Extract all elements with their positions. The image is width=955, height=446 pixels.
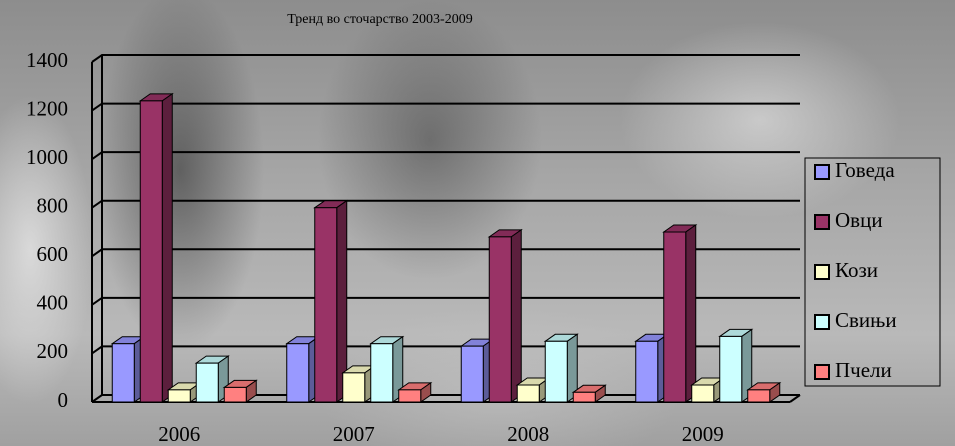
bar-side [161, 92, 173, 403]
bar [370, 343, 394, 403]
bar [544, 340, 568, 403]
bar [719, 335, 743, 403]
grid-line [91, 54, 800, 63]
bar [663, 231, 687, 403]
bar [139, 100, 163, 403]
y-tick-label: 400 [37, 291, 69, 315]
bar [223, 386, 247, 403]
bar [460, 345, 484, 403]
legend-label: Свињи [835, 308, 897, 332]
legend-label: Кози [835, 258, 878, 282]
legend-swatch [814, 364, 830, 380]
y-tick-label: 800 [37, 194, 69, 218]
legend-label: Пчели [835, 358, 892, 382]
bar-side [510, 228, 522, 403]
x-tick-label: 2009 [682, 422, 724, 446]
legend-label: Говеда [835, 158, 895, 182]
bar [111, 343, 135, 403]
grid-line [91, 199, 800, 209]
bar [342, 372, 366, 403]
grid-line [91, 151, 800, 160]
legend-swatch [814, 214, 830, 230]
x-tick-label: 2006 [158, 422, 200, 446]
bar [572, 391, 596, 403]
bar [691, 384, 715, 403]
x-tick-label: 2008 [507, 422, 549, 446]
bar [167, 389, 191, 403]
bar-side [685, 224, 697, 403]
legend-swatch [814, 164, 830, 180]
bar [195, 362, 219, 403]
bar [635, 340, 659, 403]
y-tick-label: 200 [37, 339, 69, 363]
x-tick-label: 2007 [333, 422, 375, 446]
bar [516, 384, 540, 403]
legend-label: Овци [835, 208, 883, 232]
bar [747, 389, 771, 403]
chart-title: Тренд во сточарство 2003-2009 [287, 12, 472, 27]
y-tick-label: 1200 [26, 96, 68, 120]
grid-line [91, 102, 800, 112]
y-tick-label: 1000 [26, 145, 68, 169]
legend-box [804, 157, 941, 387]
y-tick-label: 600 [37, 242, 69, 266]
x-axis-end [789, 394, 801, 403]
legend-swatch [814, 314, 830, 330]
bar [488, 236, 512, 403]
bar [286, 343, 310, 403]
bar [398, 389, 422, 403]
legend-swatch [814, 264, 830, 280]
bar [314, 207, 338, 403]
y-tick-label: 1400 [26, 48, 68, 72]
y-tick-label: 0 [58, 388, 69, 412]
